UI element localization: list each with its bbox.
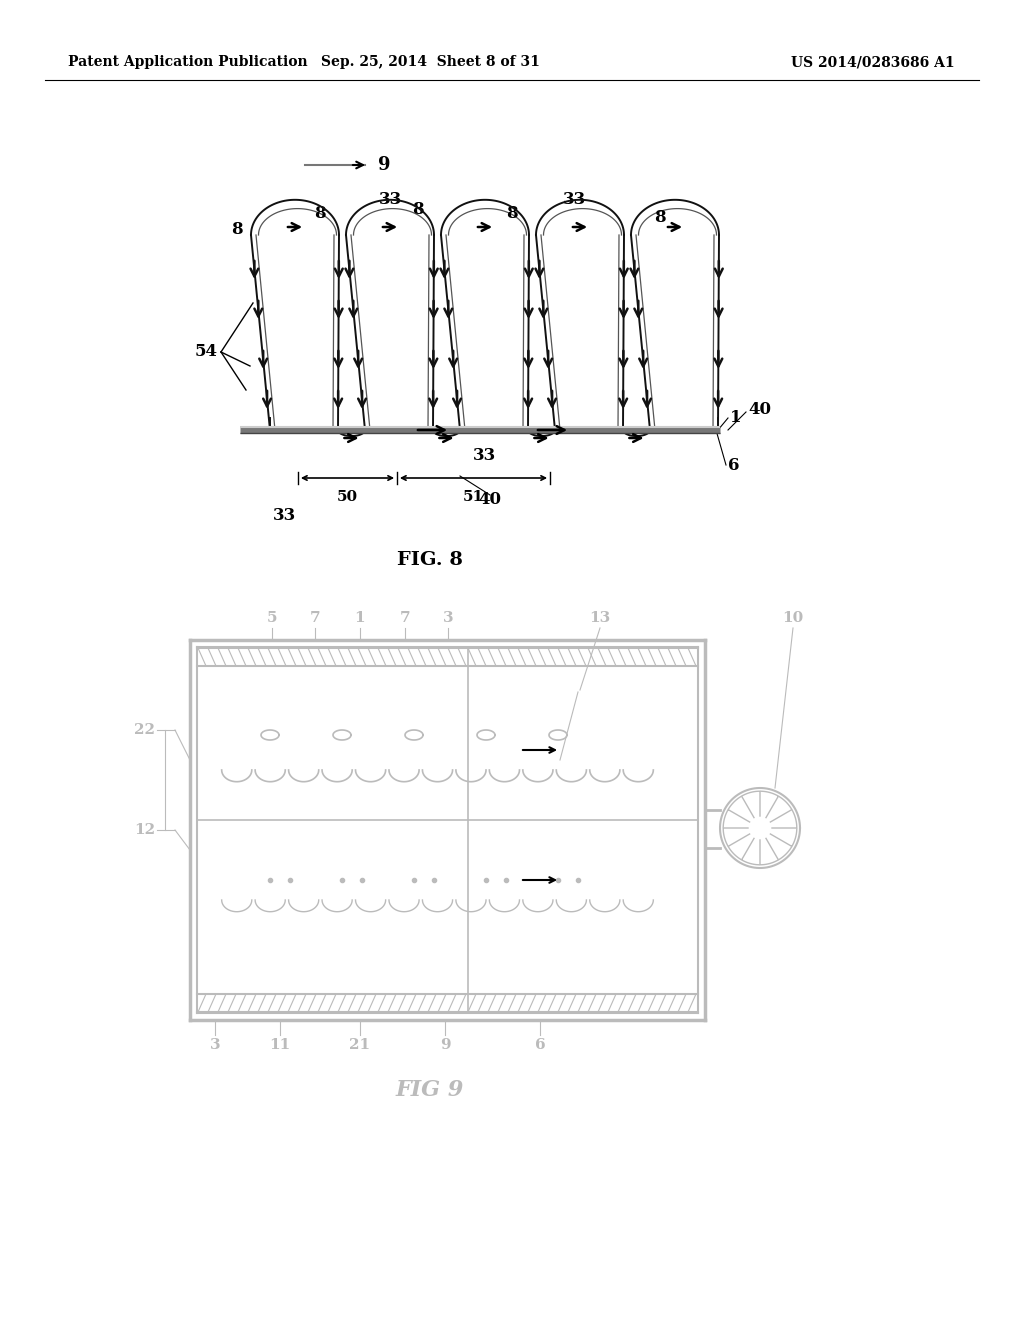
Text: 12: 12 — [134, 822, 155, 837]
Text: 5: 5 — [266, 611, 278, 624]
Text: 3: 3 — [442, 611, 454, 624]
Text: 33: 33 — [379, 191, 401, 209]
Text: 9: 9 — [378, 156, 390, 174]
Text: Patent Application Publication: Patent Application Publication — [68, 55, 307, 69]
Text: 8: 8 — [506, 205, 518, 222]
Text: 6: 6 — [728, 457, 739, 474]
Text: 33: 33 — [473, 446, 497, 463]
Text: 13: 13 — [590, 611, 610, 624]
Text: 1: 1 — [730, 409, 741, 426]
Text: 40: 40 — [478, 491, 502, 508]
Text: 1: 1 — [354, 611, 366, 624]
Text: FIG. 8: FIG. 8 — [397, 550, 463, 569]
Text: 9: 9 — [439, 1038, 451, 1052]
Text: 54: 54 — [195, 343, 218, 360]
Text: 21: 21 — [349, 1038, 371, 1052]
Text: 8: 8 — [231, 222, 243, 239]
Text: 8: 8 — [654, 209, 666, 226]
Text: 10: 10 — [782, 611, 804, 624]
Text: FIG 9: FIG 9 — [396, 1078, 464, 1101]
Text: 6: 6 — [535, 1038, 546, 1052]
Text: 8: 8 — [314, 205, 326, 222]
Text: 33: 33 — [563, 191, 587, 209]
Text: US 2014/0283686 A1: US 2014/0283686 A1 — [792, 55, 955, 69]
Text: 51: 51 — [463, 490, 484, 504]
Text: 7: 7 — [399, 611, 411, 624]
Text: 11: 11 — [269, 1038, 291, 1052]
Text: 8: 8 — [413, 202, 424, 219]
Text: 40: 40 — [748, 401, 771, 418]
Text: 3: 3 — [210, 1038, 220, 1052]
Text: 50: 50 — [337, 490, 358, 504]
Text: 33: 33 — [272, 507, 296, 524]
Text: 22: 22 — [134, 723, 155, 737]
Text: Sep. 25, 2014  Sheet 8 of 31: Sep. 25, 2014 Sheet 8 of 31 — [321, 55, 540, 69]
Text: 7: 7 — [309, 611, 321, 624]
